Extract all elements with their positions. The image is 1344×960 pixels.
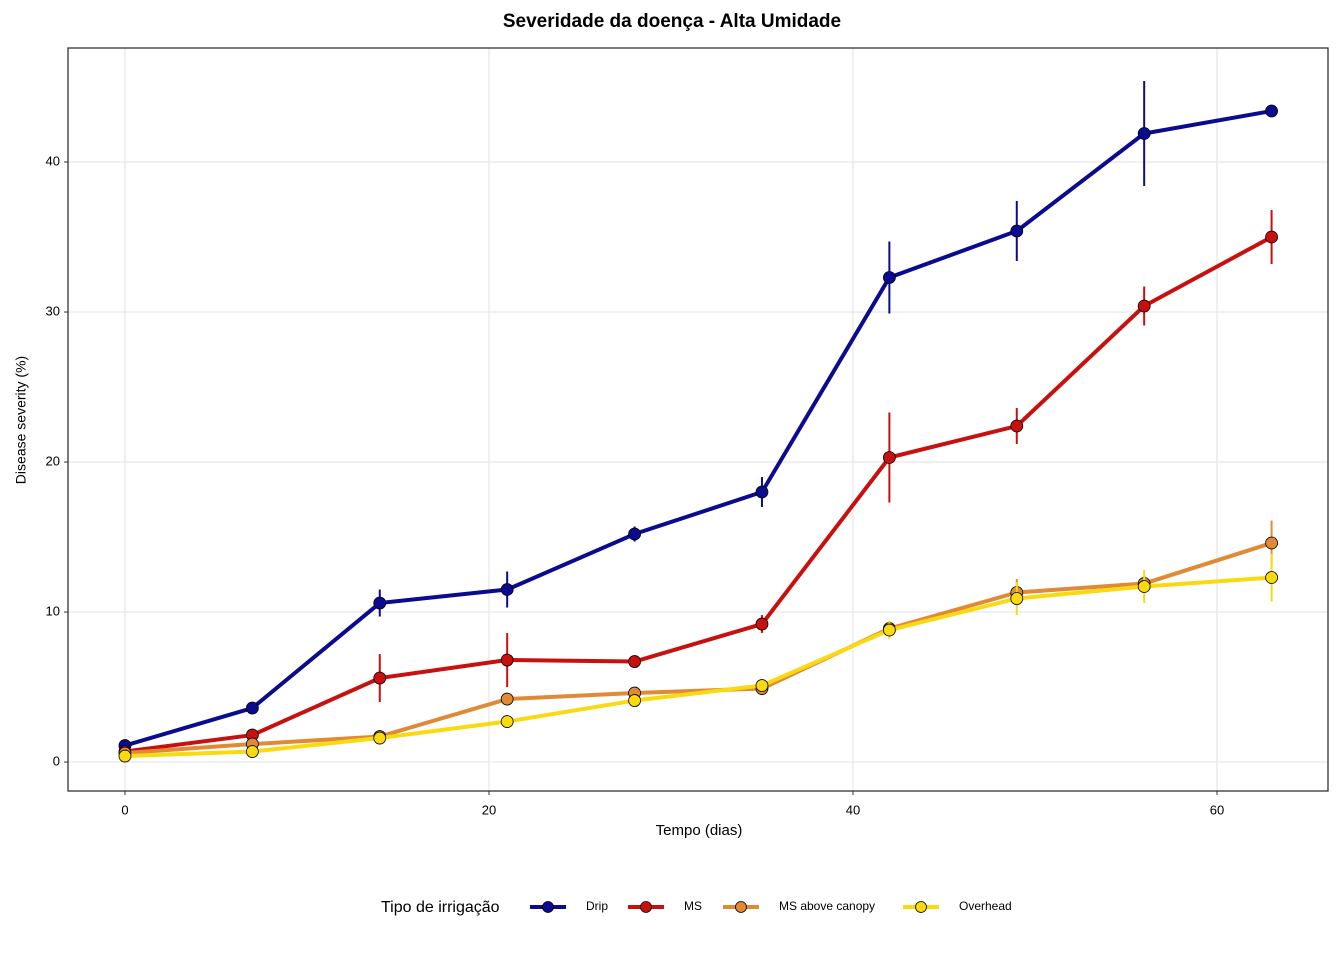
series-line xyxy=(124,235,1273,754)
y-tick-label: 40 xyxy=(46,153,60,168)
point xyxy=(373,731,387,745)
point xyxy=(882,451,896,464)
legend-label: MS xyxy=(684,899,702,913)
point xyxy=(755,617,769,631)
series-line xyxy=(124,541,1273,756)
point xyxy=(628,527,641,541)
legend-marker xyxy=(735,901,747,913)
point xyxy=(882,271,896,284)
point xyxy=(118,749,132,763)
point xyxy=(755,679,769,692)
legend-label: Drip xyxy=(586,899,608,913)
chart-title: Severidade da doença - Alta Umidade xyxy=(503,11,841,32)
legend-title: Tipo de irrigação xyxy=(381,899,500,916)
point xyxy=(1010,592,1024,605)
y-tick-label: 10 xyxy=(46,603,60,618)
point xyxy=(245,701,259,715)
y-tick-label: 0 xyxy=(53,753,60,768)
legend-marker xyxy=(915,901,927,913)
point xyxy=(628,694,641,707)
grid xyxy=(68,48,1328,791)
point xyxy=(1137,299,1151,313)
point xyxy=(1265,571,1278,584)
legend-marker xyxy=(640,901,652,913)
series-line xyxy=(124,575,1272,759)
y-tick-label: 20 xyxy=(46,453,60,468)
point xyxy=(628,655,641,668)
x-tick-label: 60 xyxy=(1210,802,1224,817)
point xyxy=(1265,104,1278,118)
y-tick-label: 30 xyxy=(46,303,60,318)
legend-marker xyxy=(542,901,554,913)
legend-label: Overhead xyxy=(959,899,1012,913)
point xyxy=(1010,224,1024,238)
point xyxy=(1137,127,1151,140)
point xyxy=(245,745,259,758)
point xyxy=(1137,580,1151,593)
point xyxy=(755,485,769,499)
point xyxy=(500,653,514,667)
point xyxy=(500,583,514,596)
legend-label: MS above canopy xyxy=(779,899,875,913)
series-line xyxy=(124,109,1272,748)
point xyxy=(1010,419,1024,433)
x-axis-label: Tempo (dias) xyxy=(656,822,743,839)
point xyxy=(500,715,514,728)
x-tick-label: 40 xyxy=(846,802,860,817)
y-axis-label: Disease severity (%) xyxy=(13,356,29,484)
point xyxy=(373,596,387,610)
point xyxy=(500,692,514,706)
x-tick-label: 0 xyxy=(121,802,128,817)
point xyxy=(882,623,896,637)
plot-border xyxy=(67,47,1329,792)
point xyxy=(1265,230,1278,244)
point xyxy=(373,671,387,685)
x-tick-label: 20 xyxy=(482,802,496,817)
point xyxy=(1265,536,1278,550)
